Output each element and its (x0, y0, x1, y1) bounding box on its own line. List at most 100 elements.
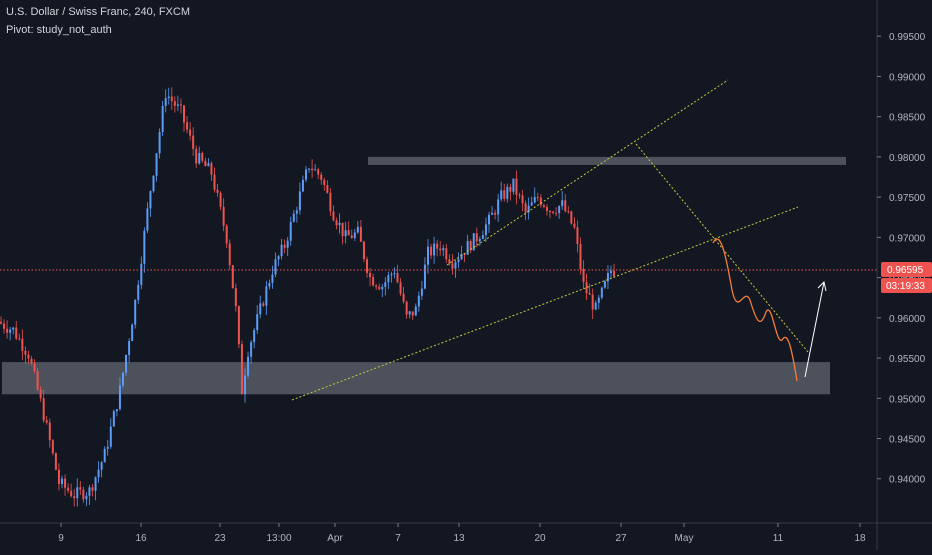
candle (591, 288, 594, 320)
candle-body (189, 129, 192, 136)
candle (94, 476, 97, 501)
candle-body (152, 175, 155, 192)
candle (106, 439, 109, 456)
candle (573, 217, 576, 230)
candle (100, 461, 103, 478)
candle (396, 264, 399, 284)
countdown-label: 03:19:33 (886, 281, 925, 292)
candle-body (240, 344, 243, 395)
drawings-layer (0, 79, 877, 401)
candle (42, 389, 45, 423)
candle (384, 277, 387, 296)
candle (57, 463, 60, 491)
candle (555, 207, 558, 217)
candle-body (335, 220, 338, 226)
candle (305, 166, 307, 183)
candle (259, 295, 262, 319)
candle (335, 217, 338, 230)
candle (15, 321, 18, 341)
projection-arrow (804, 281, 825, 378)
candle-body (311, 168, 314, 171)
candle-body (262, 303, 265, 306)
candle (268, 279, 271, 290)
y-tick-label: 0.94000 (889, 475, 926, 486)
candle-body (527, 205, 530, 213)
candle-body (381, 286, 384, 290)
x-tick-label: 13 (453, 533, 465, 544)
candle-body (277, 256, 280, 260)
x-tick-label: 9 (58, 533, 64, 544)
candle-body (30, 358, 33, 364)
candle-body (323, 179, 326, 186)
candle (323, 177, 326, 191)
candle (420, 281, 423, 300)
candle-body (515, 178, 518, 195)
candle-body (155, 153, 158, 176)
candle-body (231, 265, 234, 289)
candle (411, 311, 414, 320)
candle-body (448, 259, 451, 264)
candle-body (378, 286, 381, 290)
chart-title: U.S. Dollar / Swiss Franc, 240, FXCM (6, 6, 190, 18)
candle-body (457, 259, 460, 263)
candle (21, 329, 24, 361)
candle (24, 346, 27, 364)
candle-body (106, 446, 109, 449)
resistance-zone (368, 156, 846, 165)
candle-body (408, 311, 411, 315)
zones-layer (2, 156, 846, 395)
candle (277, 254, 280, 267)
candle-body (64, 478, 67, 488)
candle-body (274, 259, 277, 275)
candle-body (588, 293, 591, 295)
candle (408, 310, 411, 319)
candle-body (247, 356, 250, 376)
candle (469, 239, 472, 254)
candle-body (542, 205, 545, 207)
candle (509, 183, 512, 201)
x-tick-label: 20 (534, 533, 546, 544)
projection-wave (712, 238, 798, 382)
candle (231, 264, 234, 289)
candle (515, 170, 518, 205)
candle-body (338, 222, 341, 226)
candle (195, 145, 198, 168)
candle-body (24, 350, 27, 355)
candle-body (128, 341, 131, 356)
candle-body (494, 212, 497, 215)
candle (381, 283, 384, 298)
candle (521, 189, 524, 212)
candle (570, 210, 573, 225)
candle-body (21, 338, 24, 351)
candle (274, 252, 277, 278)
y-tick-label: 0.97500 (889, 193, 926, 204)
candle (356, 221, 359, 234)
candle (588, 283, 591, 295)
current-price-label: 0.96595 (887, 265, 924, 276)
candle (201, 151, 204, 163)
x-tick-label: 18 (854, 533, 866, 544)
candle (579, 237, 582, 275)
candle-body (0, 321, 2, 324)
candle-body (140, 263, 143, 285)
candle (454, 259, 457, 278)
candle-body (597, 297, 600, 303)
candle-body (122, 372, 124, 386)
candle-body (295, 210, 298, 214)
candle (109, 418, 112, 449)
candle (295, 206, 298, 223)
candle-body (600, 287, 603, 298)
candle-body (9, 329, 12, 333)
x-tick-label: 7 (395, 533, 401, 544)
candle-body (585, 281, 588, 294)
candle-body (530, 202, 533, 206)
candle-body (259, 303, 262, 315)
candle (491, 206, 494, 215)
candle (189, 121, 192, 141)
candle-body (234, 288, 237, 307)
candle-body (506, 186, 509, 199)
candle-body (207, 163, 210, 167)
candle (314, 164, 317, 171)
